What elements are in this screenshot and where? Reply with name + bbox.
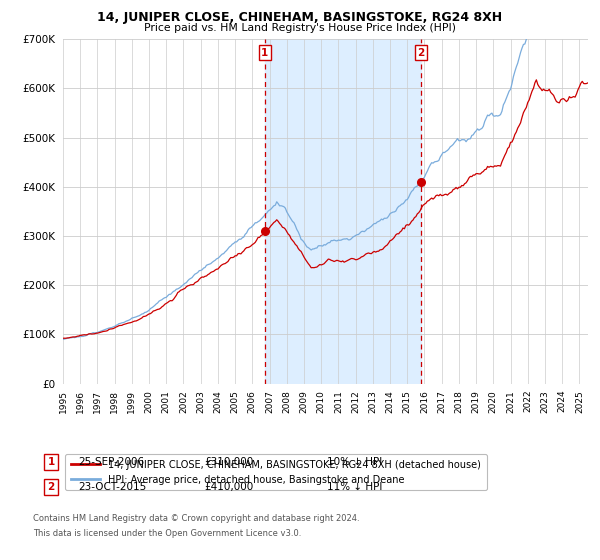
Text: 14, JUNIPER CLOSE, CHINEHAM, BASINGSTOKE, RG24 8XH: 14, JUNIPER CLOSE, CHINEHAM, BASINGSTOKE…: [97, 11, 503, 24]
Text: £410,000: £410,000: [204, 482, 253, 492]
Text: 2: 2: [47, 482, 55, 492]
Text: Price paid vs. HM Land Registry's House Price Index (HPI): Price paid vs. HM Land Registry's House …: [144, 23, 456, 33]
Text: 23-OCT-2015: 23-OCT-2015: [78, 482, 146, 492]
Text: 2: 2: [418, 48, 425, 58]
Legend: 14, JUNIPER CLOSE, CHINEHAM, BASINGSTOKE, RG24 8XH (detached house), HPI: Averag: 14, JUNIPER CLOSE, CHINEHAM, BASINGSTOKE…: [65, 454, 487, 491]
Text: £310,000: £310,000: [204, 457, 253, 467]
Bar: [265, 39, 421, 384]
Text: 1: 1: [47, 457, 55, 467]
Text: 25-SEP-2006: 25-SEP-2006: [78, 457, 144, 467]
Text: Contains HM Land Registry data © Crown copyright and database right 2024.: Contains HM Land Registry data © Crown c…: [33, 514, 359, 523]
Text: This data is licensed under the Open Government Licence v3.0.: This data is licensed under the Open Gov…: [33, 529, 301, 538]
Text: 11% ↓ HPI: 11% ↓ HPI: [327, 482, 382, 492]
Text: 1: 1: [261, 48, 269, 58]
Text: 10% ↓ HPI: 10% ↓ HPI: [327, 457, 382, 467]
